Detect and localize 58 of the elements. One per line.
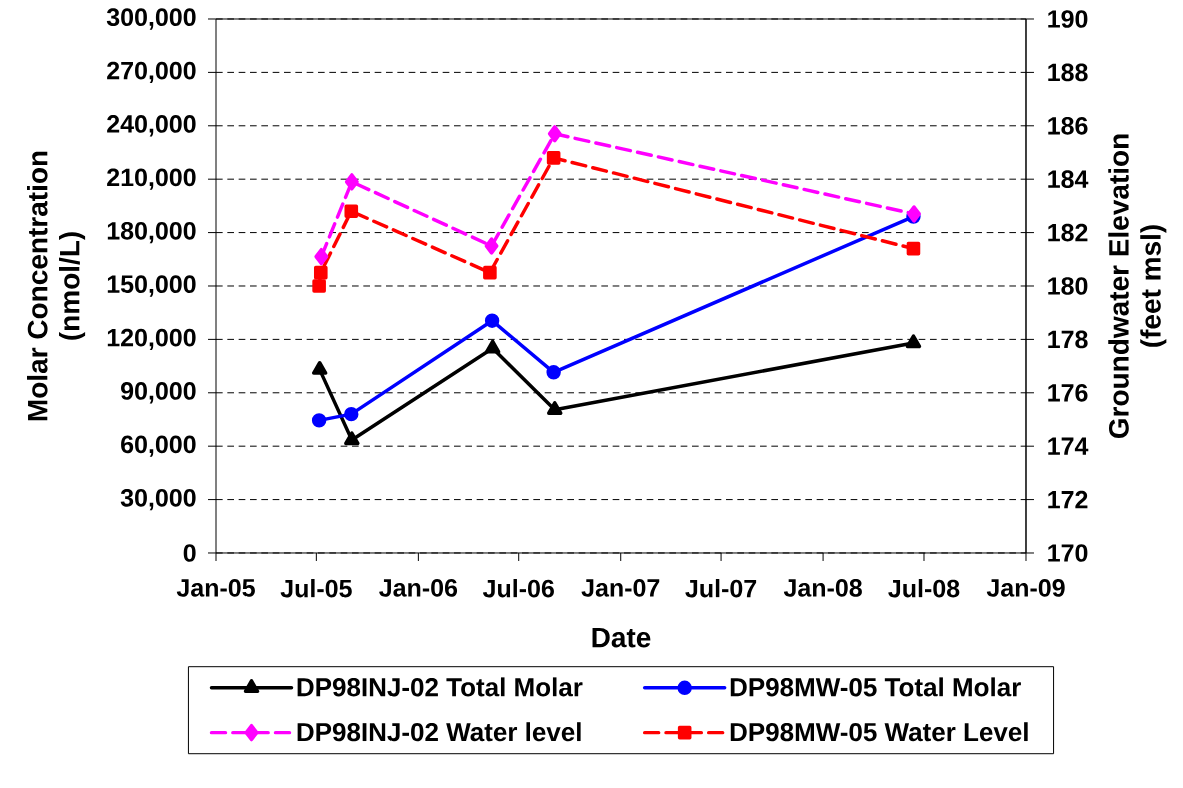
point — [313, 265, 328, 280]
legend-label: DP98INJ-02 Water level — [297, 722, 581, 742]
point — [546, 151, 561, 165]
y-tick-label: 180,000 — [107, 221, 196, 244]
point — [547, 401, 563, 415]
y2-tick-label: 178 — [1048, 330, 1088, 349]
y2-tick-label: 188 — [1048, 63, 1088, 82]
x-tick-label: Jan-07 — [581, 579, 660, 597]
legend-label: DP98INJ-02 Total Molar — [297, 677, 583, 697]
y2-tick-label: 174 — [1048, 437, 1089, 455]
point — [314, 247, 329, 266]
y-tick-label: 0 — [183, 544, 196, 562]
y2-tick-label: 182 — [1048, 223, 1088, 242]
point — [907, 205, 921, 223]
y-tick-label: 30,000 — [120, 488, 196, 511]
x-tick-label: Jul-07 — [685, 579, 757, 598]
y2-tick-label: 170 — [1048, 544, 1088, 562]
y2-tick-label: 176 — [1048, 383, 1088, 402]
point — [344, 173, 359, 191]
y2-tick-label: 190 — [1048, 10, 1088, 28]
x-axis-title: Date — [592, 627, 651, 648]
point — [311, 360, 328, 375]
point — [344, 204, 359, 219]
x-tick-label: Jul-08 — [888, 579, 960, 598]
y-tick-label: 60,000 — [121, 435, 196, 457]
y-axis-title: Molar Concentration (nmol/L) — [27, 151, 86, 421]
y-tick-label: 240,000 — [107, 115, 196, 137]
point — [311, 413, 327, 428]
legend-label: DP98MW-05 Water Level — [730, 722, 1028, 742]
point — [905, 334, 922, 349]
y2-tick-label: 186 — [1048, 116, 1088, 135]
point — [483, 265, 497, 280]
x-tick-label: Jan-09 — [986, 579, 1065, 597]
y2-tick-label: 172 — [1048, 490, 1088, 509]
y-tick-label: 300,000 — [106, 8, 196, 30]
x-tick-label: Jul-06 — [482, 579, 554, 598]
point — [484, 237, 499, 255]
y2-tick-label: 184 — [1048, 170, 1089, 189]
point — [344, 431, 360, 446]
point — [344, 406, 359, 422]
point — [484, 313, 500, 328]
x-tick-label: Jan-08 — [783, 579, 862, 597]
x-tick-label: Jan-05 — [176, 579, 255, 597]
y-tick-label: 90,000 — [121, 382, 196, 404]
y-tick-label: 270,000 — [107, 61, 196, 84]
y2-axis-title: Groundwater Elevation (feet msl) — [1108, 134, 1167, 439]
x-tick-label: Jan-06 — [379, 579, 458, 597]
y2-tick-label: 180 — [1048, 277, 1088, 295]
point — [484, 339, 501, 354]
point — [546, 365, 561, 380]
point — [547, 125, 562, 143]
y-tick-label: 210,000 — [107, 168, 196, 190]
point — [906, 241, 921, 256]
legend-label: DP98MW-05 Total Molar — [730, 677, 1021, 697]
x-tick-label: Jul-05 — [280, 579, 352, 598]
y-tick-label: 150,000 — [107, 275, 196, 297]
point — [312, 279, 326, 293]
y-tick-label: 120,000 — [107, 328, 196, 351]
